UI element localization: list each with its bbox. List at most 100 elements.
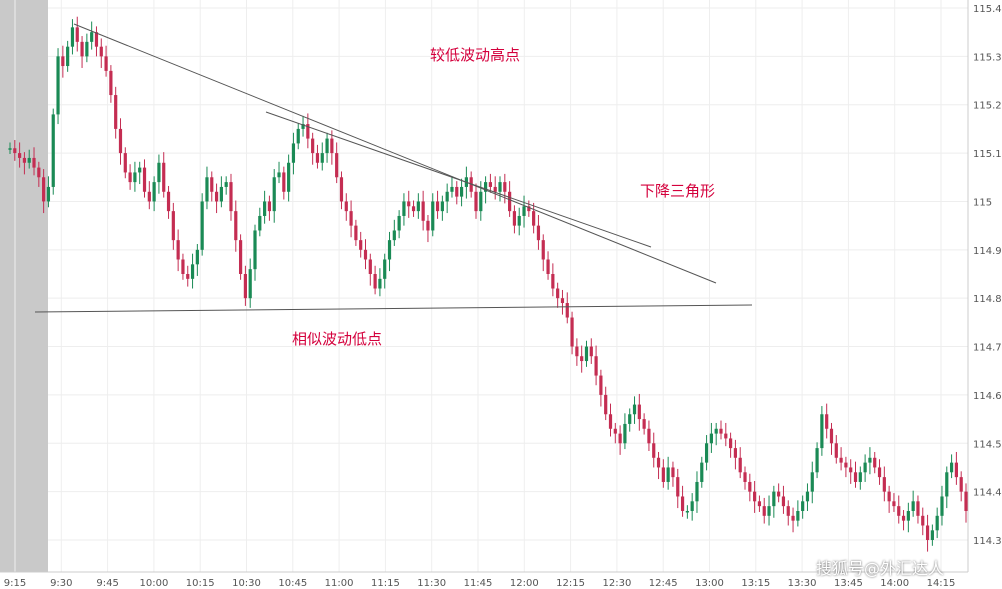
candle-body [258,215,262,231]
annotation-similar-swing-low: 相似波动低点 [292,330,383,348]
candle-body [527,206,531,212]
candle-body [565,303,569,318]
candle-body [618,433,622,444]
candle-body [378,278,382,289]
candle-body [575,346,579,357]
candle-body [652,443,656,458]
x-tick-label: 10:30 [232,578,261,589]
x-tick-label: 12:45 [649,578,678,589]
candle-body [546,259,550,274]
x-tick-label: 11:15 [371,578,400,589]
candle-body [964,491,968,511]
candle-body [383,259,387,279]
candle-body [157,162,161,183]
candle-body [834,443,838,458]
descending-trendline-secondary [265,111,652,248]
candle-body [190,264,195,279]
candle-body [949,462,954,473]
candle-body [123,153,127,173]
candle-body [296,128,300,144]
candle-body [455,186,459,197]
candle-body [224,182,228,187]
y-tick-label: 115.2 [973,101,1002,112]
candle-body [570,317,574,347]
candle-body [162,162,166,192]
candle-body [959,477,963,492]
candle-body [488,182,493,187]
y-tick-label: 114.6 [973,391,1002,402]
candle-body [66,46,70,67]
candle-body [916,501,920,516]
candle-body [18,153,22,158]
candle-body [892,501,896,507]
candle-body [925,525,930,540]
candle-body [853,472,858,482]
x-tick-label: 14:00 [880,578,909,589]
candle-body [493,186,497,192]
candle-body [186,274,190,279]
candle-body [820,414,824,449]
candle-body [70,27,75,47]
candle-body [656,457,661,468]
candle-body [753,491,757,502]
candle-body [306,124,310,139]
candle-body [613,428,617,434]
y-tick-label: 115.4 [973,4,1002,15]
candle-body [435,201,440,212]
candle-body [267,201,272,212]
candle-body [849,467,853,473]
candle-body [743,472,747,482]
candle-body [628,414,632,424]
candle-body [311,138,315,154]
candle-body [642,419,646,429]
candle-body [724,433,728,439]
x-tick-label: 11:45 [464,578,493,589]
candle-body [685,510,689,513]
annotation-lower-swing-high: 较低波动高点 [430,46,521,64]
candle-body [825,414,829,429]
candle-body [632,404,637,415]
candle-body [445,191,449,202]
candle-body [551,274,555,289]
candle-body [315,153,320,163]
y-tick-label: 114.7 [973,343,1002,354]
x-tick-label: 12:15 [556,578,585,589]
candle-body [503,182,507,192]
candle-body [368,259,372,274]
candle-body [402,201,406,216]
candle-body [301,124,305,129]
candle-body [498,182,502,192]
candle-body [522,206,526,216]
candle-body [22,157,27,163]
candle-body [560,298,565,304]
candle-body [210,177,214,192]
candle-body [536,225,541,241]
candle-body [85,41,89,57]
candle-body [897,506,901,516]
descending-trendline-main [73,23,717,284]
candle-body [729,438,733,449]
watermark: 搜狐号@外汇达人 [816,559,945,578]
annotation-descending-triangle: 下降三角形 [640,182,716,200]
candle-body [61,56,65,67]
candle-body [335,153,339,178]
y-tick-label: 114.4 [973,488,1002,499]
candle-body [234,211,238,241]
candle-body [142,167,147,192]
candle-body [440,201,444,212]
candle-body [666,467,670,482]
candle-body [801,501,805,511]
candle-body [863,462,867,473]
candle-body [133,172,137,183]
candle-body [791,515,795,521]
candle-body [690,501,694,511]
candle-body [810,472,814,492]
candle-body [508,191,512,212]
candle-body [781,496,786,507]
x-tick-label: 9:45 [96,578,118,589]
candle-body [623,423,627,444]
candle-body [767,506,771,516]
candle-body [541,240,545,260]
candle-body [431,201,435,231]
